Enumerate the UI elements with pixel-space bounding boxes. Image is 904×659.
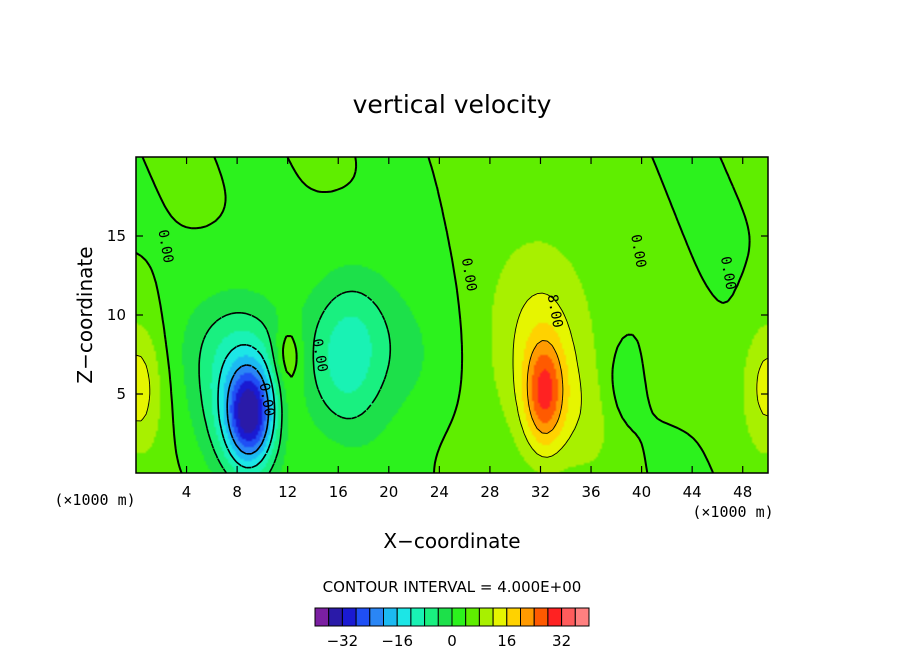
- contour-label: 0.00: [154, 228, 176, 264]
- contour-labels: 0.00 0.00 8.00 0.00 0.00 0.00 0.00: [154, 228, 738, 417]
- contour-lines: [136, 157, 768, 473]
- contour-level-8: [136, 292, 768, 458]
- colorbar-swatch: [574, 607, 590, 627]
- y-tick-label: 5: [116, 385, 126, 403]
- x-tick-label: 4: [182, 483, 192, 501]
- x-tick-label: 8: [232, 483, 242, 501]
- contour-interval: CONTOUR INTERVAL = 4.000E+00: [323, 578, 582, 596]
- contour-level-neg8: [198, 290, 392, 473]
- x-tick-label: 36: [581, 483, 600, 501]
- contour-label: 0.00: [458, 257, 480, 293]
- contour-label: 8.00: [544, 293, 566, 329]
- colorbar-swatch: [341, 607, 357, 627]
- colorbar-swatch: [465, 607, 480, 627]
- colorbar-swatch: [506, 607, 521, 627]
- x-axis-ticks: 4 8 12 16 20 24 28 32 36 40 44 48: [182, 157, 752, 501]
- colorbar-tick-label: −16: [381, 632, 413, 650]
- y-axis-label: Z−coordinate: [73, 246, 97, 383]
- plot-area: 0.000.008.000.000.000.000.00 4 8 12 16 20 24 2…: [107, 156, 769, 501]
- x-tick-label: 32: [531, 483, 550, 501]
- colorbar: [314, 607, 590, 627]
- colorbar-tick-label: 16: [497, 632, 516, 650]
- x-tick-label: 24: [430, 483, 449, 501]
- colorbar-swatch: [314, 607, 330, 627]
- colorbar-swatch: [478, 607, 494, 627]
- colorbar-swatch: [561, 607, 576, 627]
- colorbar-swatch: [492, 607, 508, 627]
- contour-label: 0.00: [717, 255, 739, 291]
- x-unit-left: (×1000 m): [54, 491, 135, 509]
- x-unit-right: (×1000 m): [692, 503, 773, 521]
- colorbar-swatch: [451, 607, 467, 627]
- contour-label: 0.00: [309, 337, 331, 373]
- contour-level-neg16: [217, 344, 276, 469]
- x-tick-label: 44: [683, 483, 702, 501]
- colorbar-swatch: [383, 607, 398, 627]
- colorbar-swatch: [355, 607, 371, 627]
- x-tick-label: 16: [329, 483, 348, 501]
- colorbar-tick-label: 0: [447, 632, 457, 650]
- contour-level-0: [136, 157, 751, 473]
- chart-title: vertical velocity: [353, 90, 552, 119]
- contour-label: 0.00: [256, 382, 278, 418]
- x-tick-label: 48: [733, 483, 752, 501]
- colorbar-swatch: [520, 607, 535, 627]
- contour-label: 0.00: [627, 233, 649, 269]
- colorbar-ticks: −32 −16 0 16 32: [327, 632, 572, 650]
- colorbar-tick-label: −32: [327, 632, 359, 650]
- colorbar-swatch: [396, 607, 412, 627]
- x-tick-label: 40: [632, 483, 651, 501]
- y-axis-ticks: 5 10 15: [107, 227, 768, 403]
- contour-level-neg24: [226, 364, 270, 455]
- colorbar-swatch: [369, 607, 384, 627]
- colorbar-tick-label: 32: [552, 632, 571, 650]
- colorbar-swatch: [547, 607, 563, 627]
- colorbar-swatch: [410, 607, 426, 627]
- colorbar-swatch: [533, 607, 549, 627]
- colorbar-swatch: [437, 607, 453, 627]
- contour-level-16: [526, 340, 564, 434]
- colorbar-swatch: [424, 607, 439, 627]
- y-tick-label: 15: [107, 227, 126, 245]
- y-tick-label: 10: [107, 306, 126, 324]
- x-tick-label: 12: [278, 483, 297, 501]
- x-tick-label: 28: [480, 483, 499, 501]
- colorbar-swatch: [328, 607, 343, 627]
- x-axis-label: X−coordinate: [383, 529, 520, 553]
- x-tick-label: 20: [379, 483, 398, 501]
